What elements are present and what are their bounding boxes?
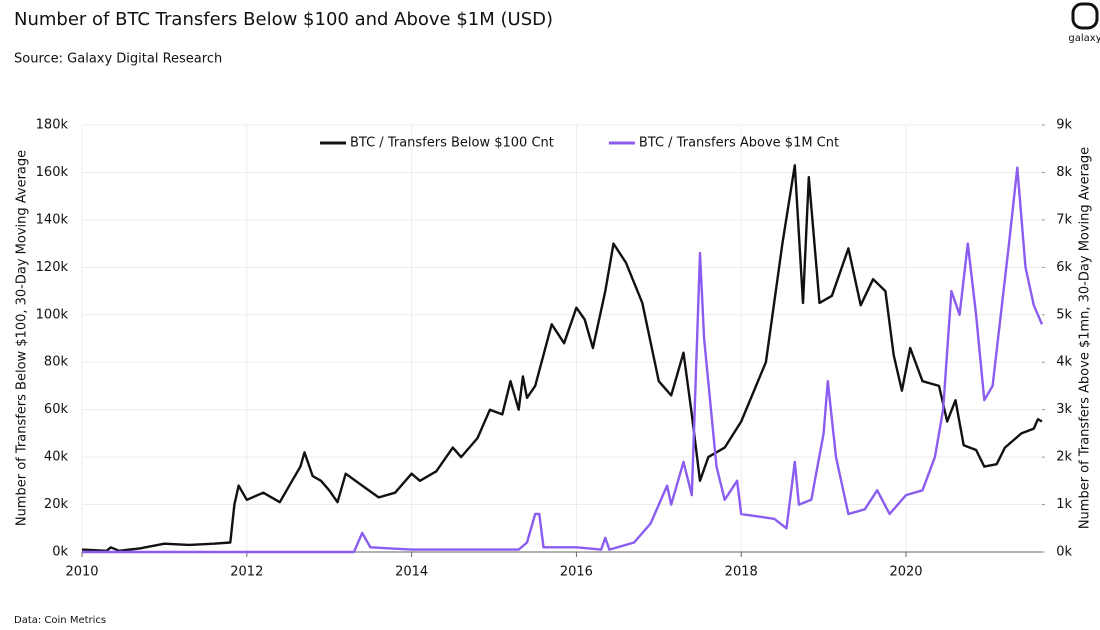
x-tick-label: 2012 <box>230 565 263 580</box>
y2-tick-label: 4k <box>1056 355 1072 370</box>
x-tick-label: 2010 <box>65 565 98 580</box>
y-tick-label: 40k <box>44 450 69 465</box>
x-tick-label: 2016 <box>560 565 593 580</box>
logo-mark <box>1071 2 1099 30</box>
y2-tick-label: 9k <box>1056 118 1072 133</box>
y2-tick-label: 7k <box>1056 212 1072 227</box>
legend-label: BTC / Transfers Above $1M Cnt <box>639 136 839 151</box>
y2-tick-label: 3k <box>1056 402 1072 417</box>
y-tick-label: 60k <box>44 402 69 417</box>
series-line <box>81 164 1043 552</box>
series-line <box>82 166 1044 554</box>
chart-subtitle: Source: Galaxy Digital Research <box>14 52 222 67</box>
y-tick-label: 20k <box>44 497 69 512</box>
y-tick-label: 140k <box>36 212 69 227</box>
y2-tick-label: 6k <box>1056 260 1072 275</box>
x-tick-label: 2018 <box>725 565 758 580</box>
legend-label: BTC / Transfers Below $100 Cnt <box>350 136 554 151</box>
y-axis-label: Number of Transfers Below $100, 30-Day M… <box>15 150 30 526</box>
y-tick-label: 160k <box>36 165 69 180</box>
y-tick-label: 100k <box>36 307 69 322</box>
chart-title: Number of BTC Transfers Below $100 and A… <box>14 9 553 30</box>
x-tick-label: 2014 <box>395 565 428 580</box>
y-tick-label: 0k <box>52 545 68 560</box>
footnote: Data: Coin Metrics <box>14 615 106 626</box>
y2-tick-label: 0k <box>1056 545 1072 560</box>
y-tick-label: 120k <box>36 260 69 275</box>
y2-tick-label: 5k <box>1056 307 1072 322</box>
y-tick-label: 80k <box>44 355 69 370</box>
y-tick-label: 180k <box>36 118 69 133</box>
y2-tick-label: 1k <box>1056 497 1072 512</box>
y2-tick-label: 2k <box>1056 450 1072 465</box>
x-tick-label: 2020 <box>889 565 922 580</box>
logo: galaxy <box>1068 2 1100 44</box>
y2-axis-label: Number of Transfers Above $1mn, 30-Day M… <box>1078 147 1093 529</box>
logo-text: galaxy <box>1068 33 1100 44</box>
y2-tick-label: 8k <box>1056 165 1072 180</box>
